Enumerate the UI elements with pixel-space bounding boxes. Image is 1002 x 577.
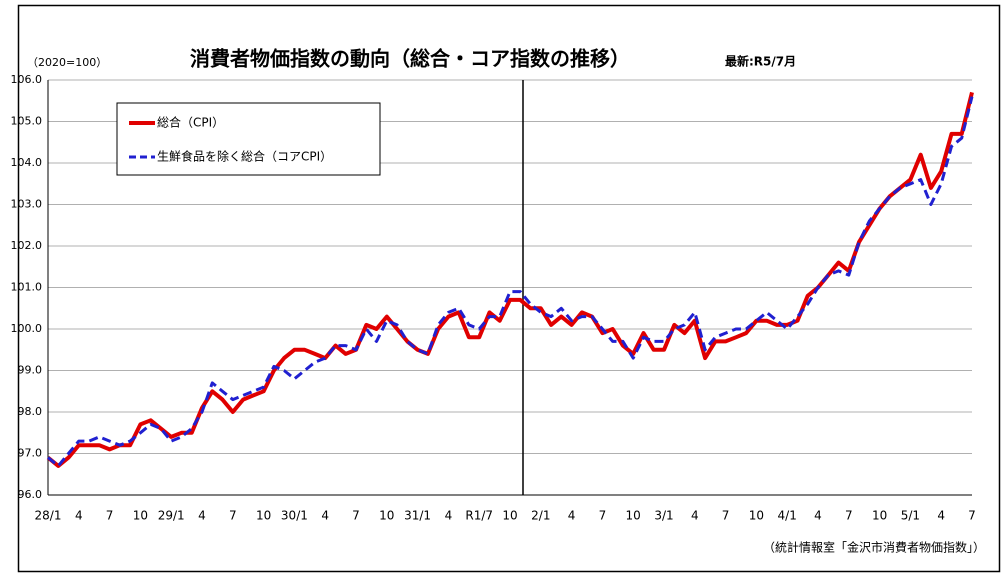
x-tick-label: 7 [106,509,114,523]
x-tick-label: 7 [722,509,730,523]
x-tick-label: 10 [749,509,764,523]
x-tick-label: 4 [75,509,83,523]
x-tick-label: 4/1 [778,509,797,523]
x-tick-label: 10 [626,509,641,523]
x-tick-label: 7 [352,509,360,523]
x-tick-label: 29/1 [158,509,185,523]
x-tick-label: 10 [256,509,271,523]
x-tick-label: 7 [229,509,237,523]
x-tick-label: 5/1 [901,509,920,523]
x-tick-label: R1/7 [465,509,493,523]
source-note: （統計情報室「金沢市消費者物価指数」） [763,540,985,555]
y-tick-label: 96.0 [18,488,43,501]
x-tick-label: 10 [133,509,148,523]
chart-title: 消費者物価指数の動向（総合・コア指数の推移） [190,47,630,71]
legend-box [116,102,381,176]
x-tick-label: 10 [872,509,887,523]
y-tick-label: 97.0 [18,447,43,460]
y-tick-label: 100.0 [11,322,43,335]
chart-subtitle: 最新:R5/7月 [725,54,796,69]
x-tick-label: 3/1 [654,509,673,523]
x-tick-label: 4 [691,509,699,523]
x-tick-label: 4 [568,509,576,523]
legend-label: 総合（CPI） [157,115,224,130]
data-line [47,96,974,468]
frame [17,4,1001,573]
x-tick-label: 7 [845,509,853,523]
y-tick-label: 101.0 [11,281,43,294]
x-tick-label: 7 [968,509,976,523]
x-tick-label: 30/1 [281,509,308,523]
x-tick-label: 7 [599,509,607,523]
x-tick-label: 4 [814,509,822,523]
legend-label: 生鮮食品を除く総合（コアCPI） [157,149,332,164]
x-tick-label: 4 [198,509,206,523]
x-tick-label: 31/1 [404,509,431,523]
x-tick-label: 4 [321,509,329,523]
unit-label: （2020=100） [27,56,107,69]
y-tick-label: 104.0 [11,156,43,169]
y-tick-label: 102.0 [11,239,43,252]
y-tick-label: 105.0 [11,115,43,128]
y-tick-label: 99.0 [18,364,43,377]
y-tick-label: 103.0 [11,198,43,211]
x-tick-label: 10 [502,509,517,523]
x-tick-label: 10 [379,509,394,523]
y-tick-label: 98.0 [18,405,43,418]
y-tick-label: 106.0 [11,73,43,86]
x-tick-label: 2/1 [531,509,550,523]
x-tick-label: 28/1 [35,509,62,523]
x-tick-label: 4 [937,509,945,523]
x-tick-label: 4 [445,509,453,523]
